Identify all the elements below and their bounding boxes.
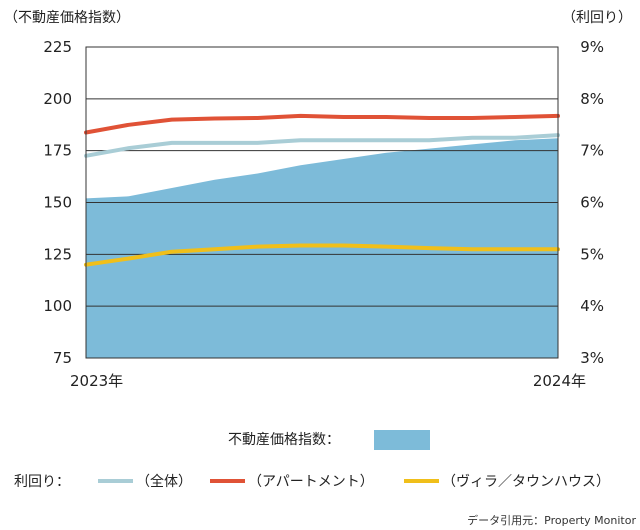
legend-area-label: 不動産価格指数： — [228, 432, 340, 448]
legend-label-villa: （ヴィラ／タウンハウス） — [442, 473, 610, 490]
legend-area-swatch — [374, 430, 430, 450]
left-tick-label: 225 — [43, 38, 72, 56]
right-tick-label: 3% — [580, 349, 604, 367]
legend-label-apartment: （アパートメント） — [248, 474, 374, 490]
grid-layer — [86, 98, 558, 307]
left-tick-label: 100 — [43, 297, 72, 315]
right-tick-label: 4% — [580, 297, 604, 315]
left-tick-label: 75 — [53, 349, 72, 367]
line-overall — [84, 133, 560, 158]
line-villa — [84, 243, 560, 267]
x-label-start: 2023年 — [70, 372, 123, 390]
right-tick-labels: 3% 4% 5% 6% 7% 8% 9% — [580, 38, 604, 367]
area-price-index — [86, 138, 558, 358]
left-tick-label: 200 — [43, 90, 72, 108]
right-tick-label: 8% — [580, 90, 604, 108]
left-tick-labels: 75 100 125 150 175 200 225 — [43, 38, 72, 367]
x-label-end: 2024年 — [533, 372, 586, 390]
source-note: データ引用元：Property Monitor — [467, 513, 636, 527]
left-tick-label: 175 — [43, 142, 72, 160]
line-apartment — [84, 113, 560, 135]
right-tick-label: 9% — [580, 38, 604, 56]
plot-frame — [85, 46, 559, 359]
left-tick-label: 150 — [43, 194, 72, 212]
right-tick-label: 6% — [580, 194, 604, 212]
left-axis-title: （不動産価格指数） — [4, 10, 130, 26]
right-axis-title: （利回り） — [562, 10, 632, 26]
right-tick-label: 5% — [580, 245, 604, 263]
right-tick-label: 7% — [580, 142, 604, 160]
area-layer — [86, 138, 558, 358]
legend: 不動産価格指数： 利回り： （全体） （アパートメント） （ヴィラ／タウンハウス… — [14, 430, 610, 490]
line-layer — [84, 113, 560, 267]
legend-label-overall: （全体） — [136, 473, 192, 490]
left-tick-label: 125 — [43, 245, 72, 263]
legend-yield-label: 利回り： — [14, 474, 70, 490]
